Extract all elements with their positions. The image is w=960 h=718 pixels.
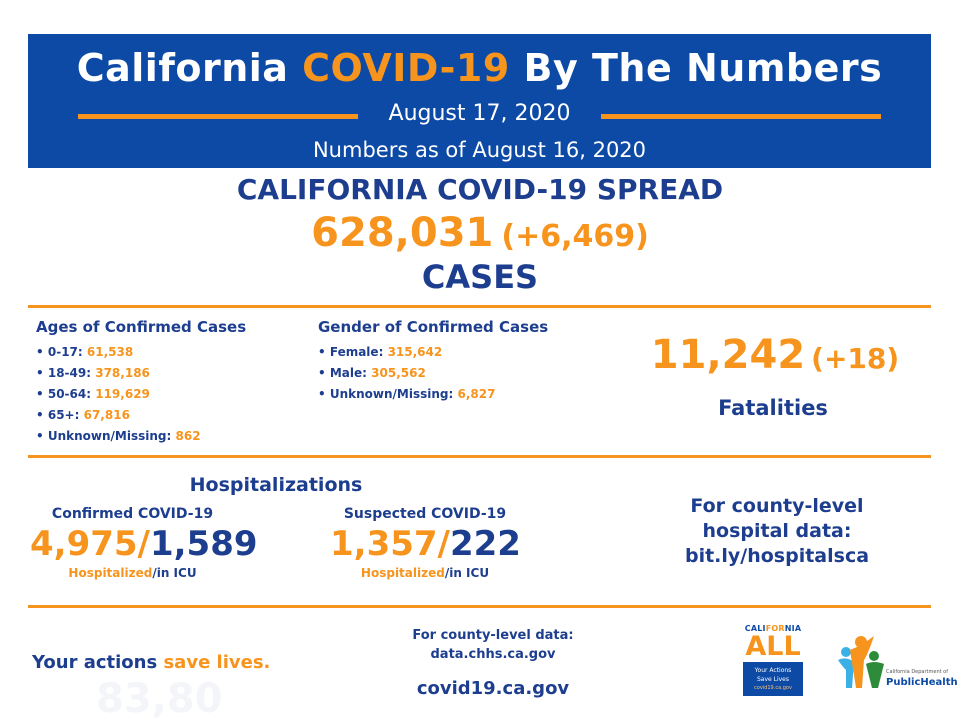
list-item: 0-17: 61,538 [36, 342, 201, 363]
gender-title: Gender of Confirmed Cases [318, 318, 549, 336]
title-rule-right [601, 114, 881, 119]
cases-delta: (+6,469) [501, 219, 649, 254]
ages-list: 0-17: 61,538 18-49: 378,186 50-64: 119,6… [36, 342, 201, 447]
list-item: 50-64: 119,629 [36, 384, 201, 405]
county-hospital-info: For county-level hospital data: bit.ly/h… [670, 494, 884, 569]
county-data-info: For county-level data: data.chhs.ca.gov [378, 626, 608, 664]
list-item: 18-49: 378,186 [36, 363, 201, 384]
title-highlight: COVID-19 [302, 46, 510, 90]
hospitals-link[interactable]: bit.ly/hospitalsca [684, 545, 870, 567]
confirmed-hospital-card: Confirmed COVID-19 4,975/1,589 Hospitali… [30, 506, 258, 580]
covid-site-link[interactable]: covid19.ca.gov [416, 678, 570, 699]
title-rule-left [78, 114, 358, 119]
cdph-logo: California Department of PublicHealth [834, 628, 958, 694]
title-prefix: California [76, 46, 303, 90]
gender-list: Female: 315,642 Male: 305,562 Unknown/Mi… [318, 342, 496, 405]
list-item: Female: 315,642 [318, 342, 495, 363]
county-data-link[interactable]: data.chhs.ca.gov [430, 647, 556, 662]
fatalities-delta: (+18) [811, 342, 900, 375]
actions-slogan: Your actions save lives. [32, 652, 271, 673]
fatalities-label: Fatalities [718, 396, 828, 420]
fatalities-count: 11,242 [650, 332, 806, 378]
list-item: 65+: 67,816 [36, 405, 201, 426]
list-item: Unknown/Missing: 862 [36, 426, 201, 447]
list-item: Male: 305,562 [318, 363, 495, 384]
suspected-numbers: 1,357/222 [330, 524, 521, 564]
divider [28, 605, 931, 608]
cases-count: 628,031 [311, 210, 494, 256]
title-suffix: By The Numbers [509, 46, 883, 90]
cases-total: 628,031 (+6,469) [0, 210, 960, 256]
divider [28, 455, 931, 458]
suspected-title: Suspected COVID-19 [343, 506, 507, 522]
header-banner: California COVID-19 By The Numbers Augus… [28, 34, 931, 168]
data-as-of: Numbers as of August 16, 2020 [312, 138, 647, 162]
cases-label: CASES [421, 258, 539, 296]
hospitalizations-title: Hospitalizations [189, 474, 363, 496]
fatalities-total: 11,242 (+18) [620, 332, 930, 378]
confirmed-numbers: 4,975/1,589 [30, 524, 258, 564]
suspected-hospital-card: Suspected COVID-19 1,357/222 Hospitalize… [330, 506, 521, 580]
suspected-caption: Hospitalized/in ICU [360, 566, 490, 580]
cdph-figures-icon [838, 636, 884, 688]
ages-title: Ages of Confirmed Cases [36, 318, 247, 336]
california-all-logo: CALIFORNIA ALL Your Actions Save Lives c… [742, 624, 804, 702]
spread-title: CALIFORNIA COVID-19 SPREAD [236, 173, 724, 206]
confirmed-caption: Hospitalized/in ICU [68, 566, 197, 580]
divider [28, 305, 931, 308]
page-title: California COVID-19 By The Numbers [28, 46, 931, 90]
list-item: Unknown/Missing: 6,827 [318, 384, 496, 405]
report-date: August 17, 2020 [388, 101, 571, 126]
background-text: 83,80 [96, 676, 223, 718]
confirmed-title: Confirmed COVID-19 [51, 506, 214, 522]
